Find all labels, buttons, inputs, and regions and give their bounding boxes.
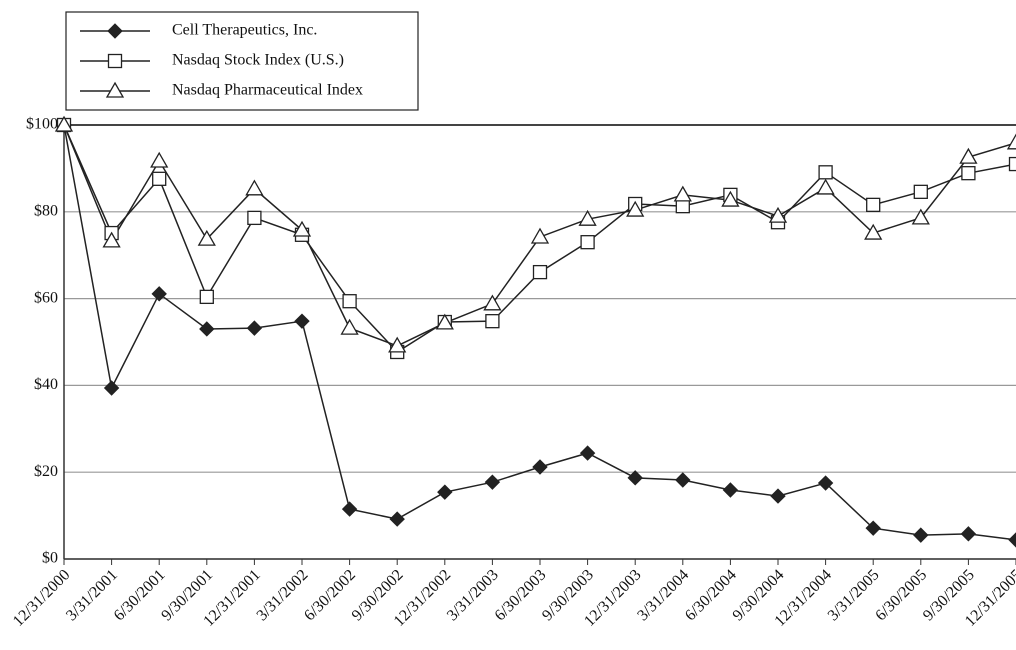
marker [483, 294, 502, 311]
y-tick-label: $40 [34, 376, 58, 393]
marker [530, 227, 550, 244]
marker [864, 223, 883, 240]
marker [959, 147, 978, 164]
marker [197, 229, 216, 246]
x-tick-label: 12/31/2000 [10, 566, 74, 630]
x-tick-label: 3/31/2001 [63, 566, 121, 624]
marker [721, 190, 740, 207]
marker [342, 294, 357, 309]
marker [437, 484, 453, 500]
marker [1008, 156, 1016, 172]
marker [485, 314, 500, 329]
marker [341, 501, 358, 517]
x-tick-label: 3/31/2002 [254, 566, 312, 624]
marker [673, 185, 692, 202]
y-tick-label: $20 [34, 463, 58, 480]
marker [816, 178, 835, 195]
x-tick-label: 3/31/2005 [825, 566, 883, 624]
marker [246, 320, 263, 336]
marker [960, 526, 977, 542]
x-tick-label: 6/30/2005 [872, 566, 930, 624]
marker [245, 179, 264, 196]
marker [388, 336, 407, 353]
marker [770, 488, 786, 504]
marker [152, 171, 167, 186]
marker [579, 445, 596, 461]
marker [913, 527, 929, 543]
marker [389, 511, 405, 527]
marker [1006, 133, 1016, 150]
marker [1008, 532, 1016, 548]
marker [626, 200, 645, 217]
marker [578, 209, 597, 226]
marker [435, 313, 454, 330]
x-tick-label: 3/31/2004 [634, 566, 692, 624]
marker [866, 197, 881, 213]
x-tick-label: 6/30/2001 [111, 566, 169, 624]
legend-label: Nasdaq Pharmaceutical Index [172, 82, 363, 99]
x-tick-label: 3/31/2003 [444, 566, 502, 624]
marker [961, 166, 976, 181]
marker [247, 210, 262, 226]
marker [199, 321, 215, 337]
legend-marker [105, 81, 125, 98]
marker [292, 220, 312, 237]
marker [340, 318, 359, 335]
marker [532, 264, 548, 280]
marker [199, 289, 214, 305]
marker [817, 475, 834, 491]
marker [675, 199, 690, 214]
marker [627, 470, 643, 486]
marker [675, 472, 691, 488]
marker [913, 184, 928, 199]
marker [103, 380, 120, 396]
marker [484, 474, 501, 490]
marker [150, 151, 169, 168]
y-tick-label: $0 [42, 550, 58, 567]
marker [865, 520, 881, 536]
marker [580, 235, 595, 250]
marker [102, 231, 121, 248]
marker [54, 115, 74, 132]
x-tick-label: 6/30/2003 [492, 566, 550, 624]
legend-label: Nasdaq Stock Index (U.S.) [172, 52, 344, 69]
marker [911, 208, 930, 225]
legend-marker [107, 23, 123, 39]
y-tick-label: $80 [34, 202, 58, 219]
marker [294, 313, 310, 329]
marker [532, 459, 548, 475]
legend-marker [107, 53, 123, 69]
y-tick-label: $100 [26, 116, 58, 133]
marker [818, 165, 833, 180]
legend-label: Cell Therapeutics, Inc. [172, 22, 317, 39]
marker [768, 206, 788, 223]
marker [151, 286, 167, 302]
y-tick-label: $60 [34, 289, 58, 306]
marker [722, 482, 739, 498]
x-tick-label: 6/30/2002 [301, 566, 359, 624]
x-tick-label: 6/30/2004 [682, 566, 740, 624]
